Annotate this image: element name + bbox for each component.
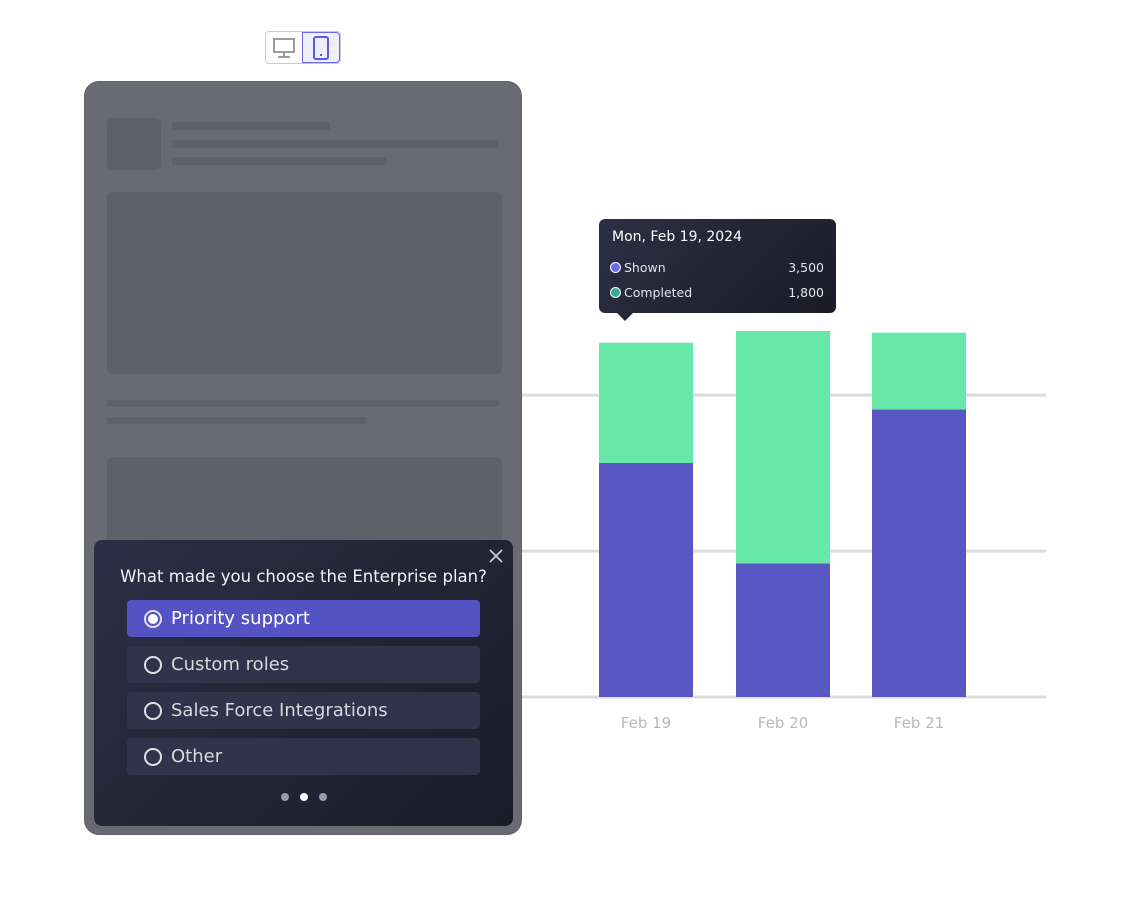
tooltip-value: 1,800 xyxy=(788,285,824,300)
survey-popup: What made you choose the Enterprise plan… xyxy=(94,540,513,826)
tooltip-label: Completed xyxy=(624,285,693,300)
survey-option[interactable]: Custom roles xyxy=(127,646,480,683)
radio-icon xyxy=(144,609,162,628)
radio-icon xyxy=(144,655,162,674)
blurred-line xyxy=(107,417,366,424)
tooltip-label: Shown xyxy=(624,260,666,275)
bar-shown[interactable] xyxy=(599,463,693,697)
option-label: Sales Force Integrations xyxy=(171,700,388,721)
chart-tooltip: Mon, Feb 19, 2024 Shown 3,500 Completed … xyxy=(599,219,836,321)
survey-option[interactable]: Priority support xyxy=(127,600,480,637)
radio-dot xyxy=(148,613,158,624)
tablet-view-button[interactable] xyxy=(302,32,340,63)
radio-icon xyxy=(144,747,162,766)
tooltip-row-shown: Shown 3,500 xyxy=(610,255,824,280)
bar-shown[interactable] xyxy=(736,563,830,697)
blurred-line xyxy=(172,157,387,165)
tooltip-row-completed: Completed 1,800 xyxy=(610,280,824,305)
survey-options: Priority support Custom roles Sales Force … xyxy=(127,600,480,784)
close-icon[interactable] xyxy=(487,547,505,565)
survey-option[interactable]: Other xyxy=(127,738,480,775)
tooltip-date: Mon, Feb 19, 2024 xyxy=(612,229,742,245)
blurred-thumbnail xyxy=(107,118,161,170)
blurred-line xyxy=(172,140,499,148)
bar-shown[interactable] xyxy=(872,409,966,697)
pagination-dots xyxy=(94,793,513,801)
option-label: Priority support xyxy=(171,608,310,629)
bar-completed[interactable] xyxy=(736,331,830,564)
radio-icon xyxy=(144,701,162,720)
tablet-preview: What made you choose the Enterprise plan… xyxy=(85,82,521,834)
survey-option[interactable]: Sales Force Integrations xyxy=(127,692,480,729)
pagination-dot[interactable] xyxy=(318,793,327,801)
blurred-image xyxy=(107,192,502,374)
tablet-icon xyxy=(313,35,329,60)
option-label: Custom roles xyxy=(171,654,290,675)
x-tick-label: Feb 21 xyxy=(894,714,944,732)
x-tick-label: Feb 20 xyxy=(758,714,808,732)
pagination-dot[interactable] xyxy=(280,793,289,801)
option-label: Other xyxy=(171,746,223,767)
device-toggle xyxy=(265,31,341,64)
survey-question: What made you choose the Enterprise plan… xyxy=(120,567,487,586)
pagination-dot[interactable] xyxy=(299,793,308,801)
desktop-icon xyxy=(273,37,295,58)
tooltip-value: 3,500 xyxy=(788,260,824,275)
bar-completed[interactable] xyxy=(599,342,693,464)
x-tick-label: Feb 19 xyxy=(621,714,671,732)
completed-swatch xyxy=(610,287,621,298)
bar-completed[interactable] xyxy=(872,332,966,410)
blurred-line xyxy=(107,400,499,407)
blurred-line xyxy=(172,122,330,130)
desktop-view-button[interactable] xyxy=(266,32,302,63)
shown-swatch xyxy=(610,262,621,273)
